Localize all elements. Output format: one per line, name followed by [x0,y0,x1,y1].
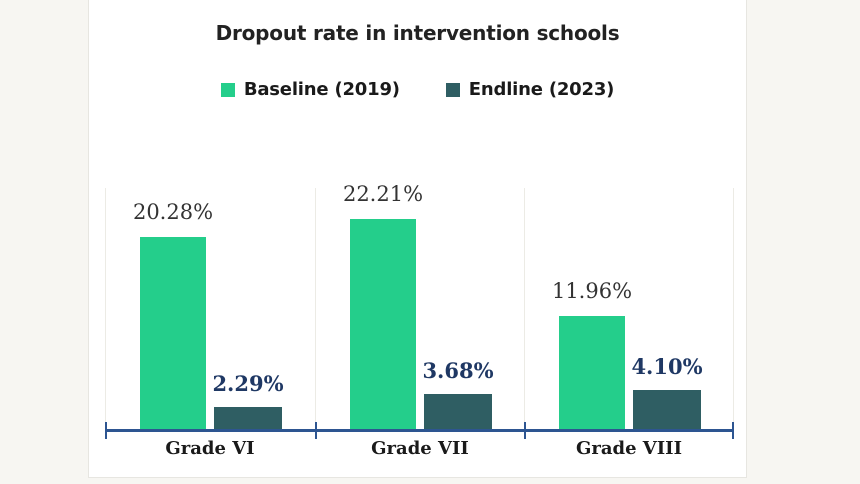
bar-endline-grade-viii [633,390,701,429]
legend-label-baseline: Baseline (2019) [243,79,400,100]
chart-title: Dropout rate in intervention schools [215,21,620,45]
value-label-endline-grade-vii: 3.68% [422,358,494,383]
category-gridline [105,188,106,429]
category-gridline [733,188,734,429]
value-label-baseline-grade-vii: 22.21% [342,182,424,206]
bar-baseline-grade-viii [559,316,625,429]
legend-item-baseline: Baseline (2019) [220,79,400,100]
bar-endline-grade-vi [214,407,282,429]
endline-swatch-icon [445,82,460,97]
legend-item-endline: Endline (2023) [445,79,615,100]
legend-label-endline: Endline (2023) [468,79,615,100]
value-label-endline-grade-vi: 2.29% [212,371,284,396]
baseline-swatch-icon [220,82,235,97]
category-label-grade-vi: Grade VI [165,438,255,459]
bar-baseline-grade-vi [140,237,206,429]
value-label-baseline-grade-viii: 11.96% [551,279,633,303]
value-label-endline-grade-viii: 4.10% [631,354,703,379]
category-label-grade-vii: Grade VII [371,438,469,459]
bar-endline-grade-vii [424,394,492,429]
category-gridline [315,188,316,429]
category-label-grade-viii: Grade VIII [575,438,683,459]
value-label-baseline-grade-vi: 20.28% [132,200,214,224]
category-gridline [524,188,525,429]
bar-baseline-grade-vii [350,219,416,429]
x-axis-line [105,429,734,432]
legend: Baseline (2019) Endline (2023) [89,79,746,100]
plot-area: 20.28% 2.29% Grade VI 22.21% 3.68% Grade VII 1… [105,0,734,478]
chart-panel: Dropout rate in intervention schools Bas… [88,0,747,478]
